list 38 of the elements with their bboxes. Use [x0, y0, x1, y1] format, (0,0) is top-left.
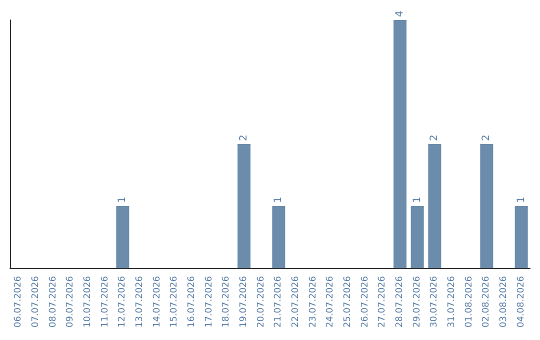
x-tick-label: 19.07.2026: [239, 276, 249, 328]
x-tick-label: 25.07.2026: [343, 276, 353, 328]
data-label: 1: [117, 196, 128, 203]
x-tick-label: 20.07.2026: [256, 276, 266, 328]
data-label: 1: [516, 196, 527, 203]
x-tick-label: 07.07.2026: [31, 276, 41, 328]
x-tick-label: 24.07.2026: [326, 276, 336, 328]
x-tick-label: 16.07.2026: [187, 276, 197, 328]
x-tick-label: 06.07.2026: [14, 276, 24, 328]
x-tick-label: 17.07.2026: [204, 276, 214, 328]
x-tick-label: 12.07.2026: [118, 276, 128, 328]
x-tick-label: 26.07.2026: [360, 276, 370, 328]
x-tick-label: 14.07.2026: [152, 276, 162, 328]
data-label: 1: [412, 196, 423, 203]
x-tick-label: 23.07.2026: [308, 276, 318, 328]
x-tick-label: 10.07.2026: [83, 276, 93, 328]
x-tick-label: 08.07.2026: [48, 276, 58, 328]
x-tick-label: 29.07.2026: [412, 276, 422, 328]
x-tick-label: 09.07.2026: [66, 276, 76, 328]
x-tick-label: 21.07.2026: [274, 276, 284, 328]
data-label: 2: [481, 134, 492, 141]
x-tick-label: 31.07.2026: [447, 276, 457, 328]
x-tick-label: 22.07.2026: [291, 276, 301, 328]
data-label: 4: [394, 10, 406, 17]
x-tick-label: 03.08.2026: [499, 276, 509, 328]
x-tick-label: 27.07.2026: [378, 276, 388, 328]
data-label: 1: [273, 196, 284, 203]
x-tick-label: 13.07.2026: [135, 276, 145, 328]
x-tick-label: 15.07.2026: [170, 276, 180, 328]
x-tick-label: 11.07.2026: [100, 276, 110, 328]
data-label: 2: [238, 134, 250, 141]
x-tick-label: 30.07.2026: [430, 276, 440, 328]
x-tick-label: 28.07.2026: [395, 276, 405, 328]
x-tick-label: 18.07.2026: [222, 276, 232, 328]
x-tick-label: 01.08.2026: [464, 276, 474, 328]
x-tick-label: 04.08.2026: [516, 276, 526, 328]
data-label: 2: [429, 134, 440, 141]
x-tick-label: 02.08.2026: [482, 276, 492, 328]
